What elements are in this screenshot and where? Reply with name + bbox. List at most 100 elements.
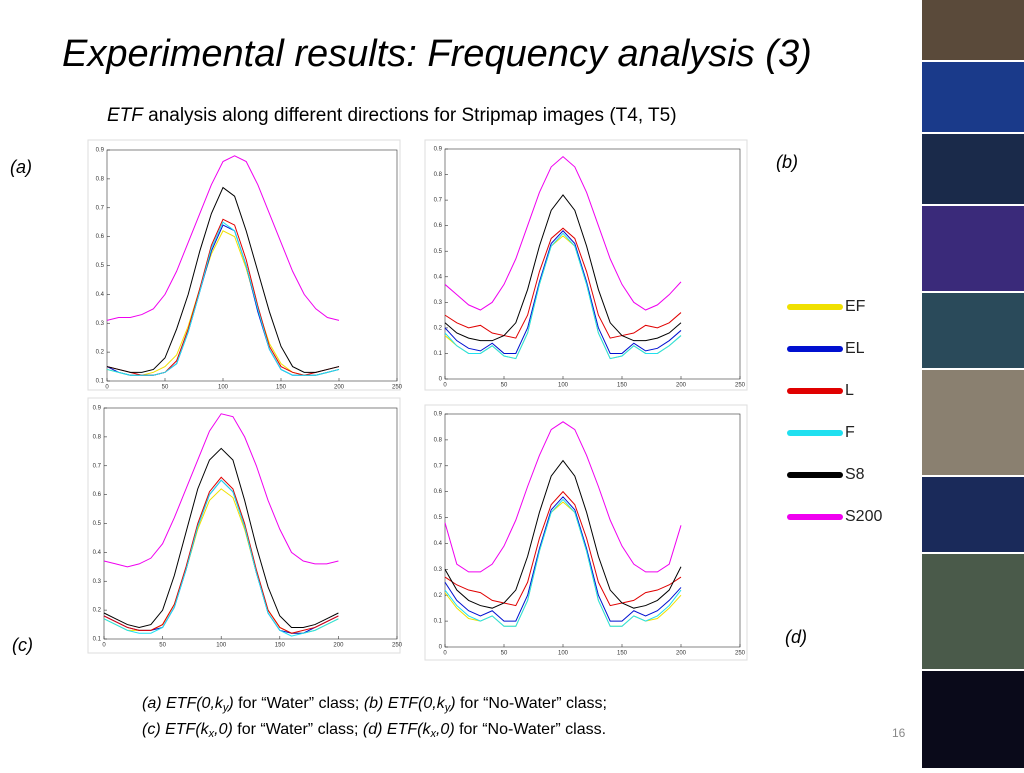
subtitle-text: analysis along different directions for …: [143, 105, 677, 126]
caption-part: (b) ETF(0,k: [364, 695, 446, 712]
y-tick-label: 0.3: [434, 567, 443, 573]
chart-frame: [424, 139, 748, 391]
caption-part: (d) ETF(k: [363, 721, 432, 738]
x-tick-label: 150: [617, 651, 628, 657]
caption-part: ,0): [436, 721, 455, 738]
data-line: [106, 155, 340, 321]
y-tick-label: 0.7: [96, 205, 105, 211]
y-tick-label: 0.4: [96, 292, 105, 298]
y-tick-label: 0.9: [434, 147, 443, 153]
caption-sub: x: [429, 728, 436, 740]
plot-area: [444, 413, 741, 648]
panel-label: (d): [785, 627, 807, 647]
y-tick-label: 0.6: [434, 489, 443, 495]
chart-frame: [424, 404, 748, 661]
caption-part: (a) ETF(0,k: [142, 695, 224, 712]
data-line: [444, 490, 682, 607]
subtitle: ETF analysis along different directions …: [107, 105, 677, 126]
data-line: [444, 194, 682, 342]
y-tick-label: 0.1: [96, 379, 105, 385]
charts: 0.1 0.2 0.3 0.4 0.5 0.6 0.7 0.8 0.9 0 50 100 150 200 2…: [10, 139, 807, 661]
data-line: [103, 476, 339, 634]
y-tick-label: 0.3: [434, 300, 443, 306]
data-line: [106, 221, 340, 376]
y-tick-label: 0.3: [96, 321, 105, 327]
y-tick-label: 0.1: [434, 619, 443, 625]
y-tick-label: 0.4: [434, 274, 443, 280]
x-tick-label: 150: [617, 383, 628, 389]
x-tick-label: 100: [216, 643, 227, 649]
y-tick-label: 0.4: [93, 550, 102, 556]
y-tick-label: 0: [439, 377, 443, 383]
x-tick-label: 250: [392, 643, 403, 649]
x-tick-label: 50: [501, 651, 508, 657]
subtitle-em: ETF: [107, 105, 144, 126]
y-tick-label: 0.5: [96, 263, 105, 269]
chart-frame: [87, 139, 401, 391]
caption-part: (c) ETF(k: [142, 721, 210, 738]
x-tick-label: 200: [333, 643, 344, 649]
caption-part: for “Water” class;: [234, 695, 364, 712]
page-number: 16: [892, 726, 906, 740]
y-tick-label: 0.8: [96, 176, 105, 182]
caption-sub: y: [222, 702, 230, 714]
y-tick-label: 0.9: [434, 412, 443, 418]
x-tick-label: 200: [676, 651, 687, 657]
legend-label: S8: [845, 466, 865, 483]
y-tick-label: 0.5: [434, 249, 443, 255]
legend-label: EL: [845, 340, 865, 357]
legend-label: L: [845, 382, 854, 399]
x-tick-label: 0: [102, 643, 106, 649]
y-tick-label: 0.2: [434, 325, 443, 331]
data-line: [444, 421, 682, 573]
data-line: [444, 498, 682, 627]
y-tick-label: 0.8: [434, 437, 443, 443]
caption-part: for “No-Water” class;: [456, 695, 607, 712]
caption-line: (a) ETF(0,ky) for “Water” class; (b) ETF…: [142, 695, 607, 714]
x-tick-label: 0: [105, 385, 109, 391]
x-tick-label: 150: [276, 385, 287, 391]
x-tick-label: 250: [735, 651, 746, 657]
x-tick-label: 150: [275, 643, 286, 649]
data-line: [444, 232, 682, 360]
y-tick-label: 0.3: [93, 579, 102, 585]
y-tick-label: 0.9: [93, 406, 102, 412]
y-tick-label: 0.2: [93, 608, 102, 614]
chart-panel: 0 0.1 0.2 0.3 0.4 0.5 0.6 0.7 0.8 0.9 0 50 100 150 200…: [424, 404, 748, 661]
y-tick-label: 0.1: [93, 637, 102, 643]
legend-label: F: [845, 424, 855, 441]
legend-label: S200: [845, 508, 882, 525]
chart-panel: 0 0.1 0.2 0.3 0.4 0.5 0.6 0.7 0.8 0.9 0 50 100 150 200…: [424, 139, 748, 391]
data-line: [444, 496, 682, 622]
legend: EF EL L F S8 S200: [787, 298, 882, 525]
caption-part: ): [226, 695, 233, 712]
caption-part: ): [448, 695, 455, 712]
legend-label: EF: [845, 298, 866, 315]
x-tick-label: 0: [443, 383, 447, 389]
y-tick-label: 0.6: [93, 492, 102, 498]
chart-panel: 0.1 0.2 0.3 0.4 0.5 0.6 0.7 0.8 0.9 0 50 100 150 200 2…: [87, 139, 403, 391]
x-tick-label: 100: [558, 651, 569, 657]
data-line: [444, 227, 682, 339]
plot-area: [444, 148, 741, 380]
y-tick-label: 0.7: [93, 463, 102, 469]
y-tick-label: 0.4: [434, 541, 443, 547]
x-tick-label: 50: [162, 385, 169, 391]
data-line: [103, 479, 339, 637]
caption-sub: x: [208, 728, 215, 740]
caption-line: (c) ETF(kx,0) for “Water” class; (d) ETF…: [142, 721, 606, 740]
y-tick-label: 0.1: [434, 351, 443, 357]
data-line: [106, 186, 340, 373]
y-tick-label: 0.6: [96, 234, 105, 240]
x-tick-label: 0: [443, 651, 447, 657]
y-tick-label: 0.2: [96, 350, 105, 356]
y-tick-label: 0.5: [93, 521, 102, 527]
y-tick-label: 0.5: [434, 515, 443, 521]
x-tick-label: 50: [159, 643, 166, 649]
y-tick-label: 0.8: [93, 434, 102, 440]
y-tick-label: 0.7: [434, 198, 443, 204]
x-tick-label: 100: [218, 385, 229, 391]
data-line: [103, 447, 339, 628]
y-tick-label: 0.8: [434, 172, 443, 178]
